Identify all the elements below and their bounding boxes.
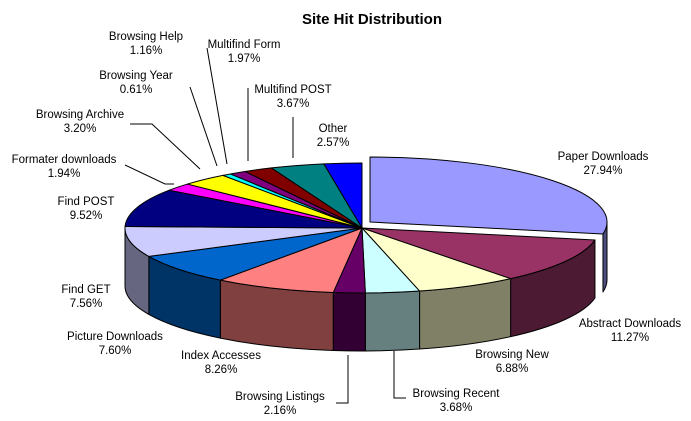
slice-label-name: Picture Downloads [67,331,163,343]
slice-label-name: Browsing Recent [413,388,501,400]
leader-lines [124,47,406,404]
slice-label-multifind-post: Multifind POST 3.67% [254,84,331,110]
pie-slice-index-accesses [219,227,363,294]
leader-line-formater-downloads [124,164,174,185]
slice-label-formater-downloads: Formater downloads 1.94% [12,154,117,180]
slice-label-index-accesses: Index Accesses 8.26% [181,350,261,376]
slice-label-value: 1.97% [228,53,261,65]
pie-sides [124,221,608,352]
slice-label-value: 1.94% [48,168,81,180]
slice-label-name: Browsing New [475,349,549,361]
slice-label-find-post: Find POST 9.52% [58,196,115,222]
slice-label-name: Abstract Downloads [579,318,682,330]
slice-label-name: Multifind Form [208,39,281,51]
pie-slice-find-post [124,189,363,229]
slice-label-picture-downloads: Picture Downloads 7.60% [67,331,163,357]
leader-line-browsing-archive [130,123,201,170]
chart-title: Site Hit Distribution [302,11,442,28]
slice-label-abstract-downloads: Abstract Downloads 11.27% [579,318,682,344]
slice-label-other: Other 2.57% [317,123,350,149]
slice-label-value: 3.68% [440,402,473,414]
slice-label-browsing-new: Browsing New 6.88% [475,349,549,375]
slice-label-value: 3.67% [277,98,310,110]
slice-label-value: 8.26% [205,364,238,376]
pie-tops [124,156,608,294]
slice-label-browsing-listings: Browsing Listings 2.16% [235,391,325,417]
slice-label-value: 7.56% [70,298,103,310]
pie-side-browsing-listings [332,292,366,352]
slice-label-value: 1.16% [130,45,163,57]
slice-label-name: Formater downloads [12,154,117,166]
slice-label-multifind-form: Multifind Form 1.97% [208,39,281,65]
slice-label-value: 3.20% [64,123,97,135]
slice-label-paper-downloads: Paper Downloads 27.94% [558,151,649,177]
slice-label-browsing-recent: Browsing Recent 3.68% [413,388,501,414]
slice-label-value: 7.60% [99,345,132,357]
slice-label-value: 2.16% [264,405,297,417]
slice-label-name: Index Accesses [181,350,261,362]
slice-label-name: Browsing Help [109,31,183,43]
slice-label-browsing-year: Browsing Year 0.61% [99,70,173,96]
leader-line-browsing-recent [393,351,406,399]
pie-slice-paper-downloads [369,156,608,235]
slice-label-name: Find POST [58,196,115,208]
slice-label-name: Browsing Year [99,70,173,82]
slice-label-value: 27.94% [583,165,622,177]
slice-label-name: Paper Downloads [558,151,649,163]
leader-line-browsing-help [206,47,228,165]
pie-slice-find-get [124,226,363,257]
leader-line-browsing-listings [336,355,349,404]
slice-label-name: Multifind POST [254,84,331,96]
slice-label-value: 9.52% [70,210,103,222]
slice-label-name: Find GET [61,284,110,296]
pie-slice-abstract-downloads [361,227,596,280]
slice-label-find-get: Find GET 7.56% [61,284,110,310]
slice-label-name: Browsing Archive [36,109,124,121]
slice-label-browsing-archive: Browsing Archive 3.20% [36,109,124,135]
slice-label-value: 0.61% [120,84,153,96]
slice-label-name: Other [319,123,348,135]
pie-side-browsing-recent [364,290,421,352]
slice-label-name: Browsing Listings [235,391,325,403]
slice-label-value: 6.88% [496,363,529,375]
pie-slice-picture-downloads [148,227,363,281]
pie-slice-other [323,162,363,229]
leader-line-browsing-year [189,86,218,167]
slice-label-value: 11.27% [611,332,649,344]
slice-labels: Paper Downloads 27.94% Abstract Downloads 1… [12,31,682,417]
slice-label-browsing-help: Browsing Help 1.16% [109,31,183,57]
slice-label-value: 2.57% [317,137,350,149]
